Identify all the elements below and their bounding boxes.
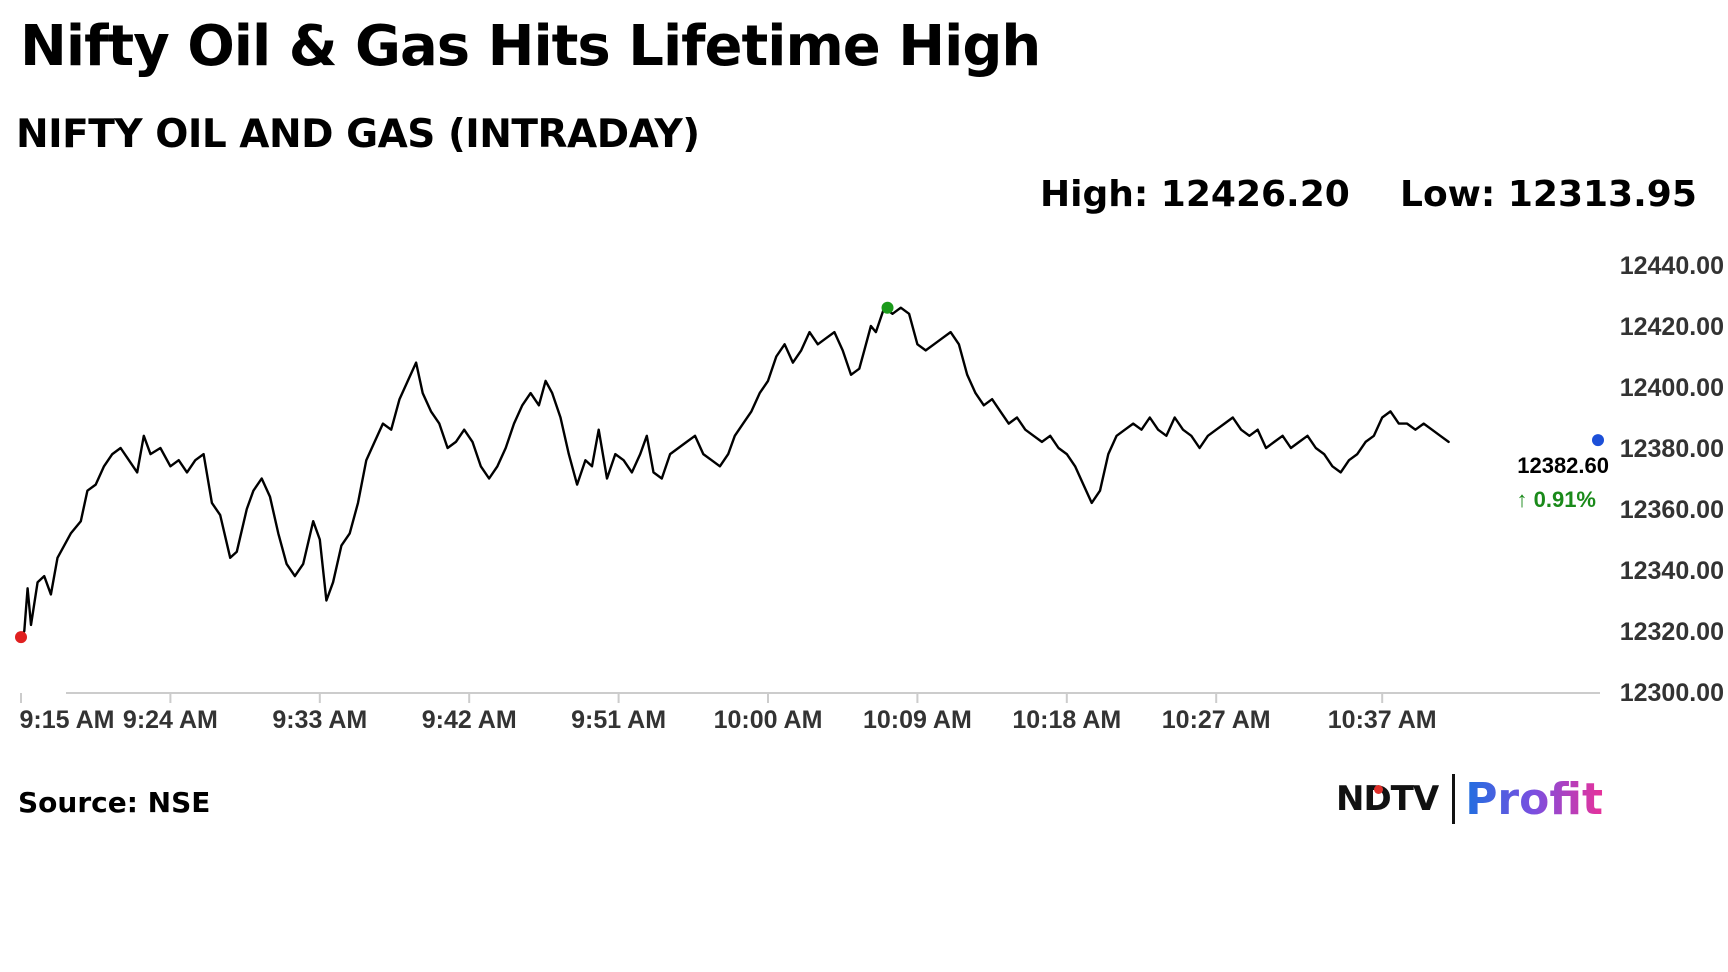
ndtv-profit-logo: NDTV Profit (1336, 770, 1603, 828)
y-tick-label: 12400.00 (1620, 374, 1724, 402)
logo-red-dot (1374, 785, 1383, 794)
y-tick-label: 12320.00 (1620, 618, 1724, 646)
last-value-label: 12382.60 (1517, 453, 1609, 478)
y-tick-label: 12360.00 (1620, 496, 1724, 524)
x-tick-label: 10:09 AM (863, 706, 972, 734)
price-line (19, 306, 1450, 639)
x-tick-label: 9:51 AM (571, 706, 666, 734)
x-tick-label: 10:00 AM (714, 706, 823, 734)
chart-title: NIFTY OIL AND GAS (INTRADAY) (16, 112, 700, 157)
x-tick-label: 9:24 AM (123, 706, 218, 734)
y-tick-label: 12340.00 (1620, 557, 1724, 585)
annotation-layer: 12382.60 ↑ 0.91% (1517, 453, 1610, 512)
y-tick-label: 12380.00 (1620, 435, 1724, 463)
logo-ndtv-text: NDTV (1336, 779, 1439, 819)
headline: Nifty Oil & Gas Hits Lifetime High (20, 14, 1041, 79)
x-tick-label: 9:15 AM (20, 706, 115, 734)
series-layer (19, 306, 1450, 639)
x-tick-label: 9:33 AM (272, 706, 367, 734)
high-marker (881, 301, 894, 314)
high-stat: High: 12426.20 (1040, 174, 1350, 215)
x-tick-label: 10:27 AM (1162, 706, 1271, 734)
y-axis-tick-labels: 12440.00 12420.00 12400.00 12380.00 12360.00… (1620, 252, 1724, 707)
source-note: Source: NSE (18, 786, 211, 819)
open-marker (15, 631, 27, 644)
last-marker (1592, 434, 1604, 447)
x-tick-label: 10:18 AM (1012, 706, 1121, 734)
x-axis: 9:15 AM 9:24 AM 9:33 AM 9:42 AM 9:51 AM 10:00… (20, 692, 1600, 734)
low-stat: Low: 12313.95 (1400, 174, 1697, 215)
y-tick-label: 12440.00 (1620, 252, 1724, 280)
y-tick-label: 12300.00 (1620, 679, 1724, 707)
marker-layer (15, 301, 1604, 644)
y-tick-label: 12420.00 (1620, 313, 1724, 341)
logo-divider (1452, 774, 1456, 824)
x-tick-label: 10:37 AM (1328, 706, 1437, 734)
logo-profit-text: Profit (1465, 773, 1604, 825)
change-label: ↑ 0.91% (1517, 487, 1597, 512)
x-tick-label: 9:42 AM (422, 706, 517, 734)
